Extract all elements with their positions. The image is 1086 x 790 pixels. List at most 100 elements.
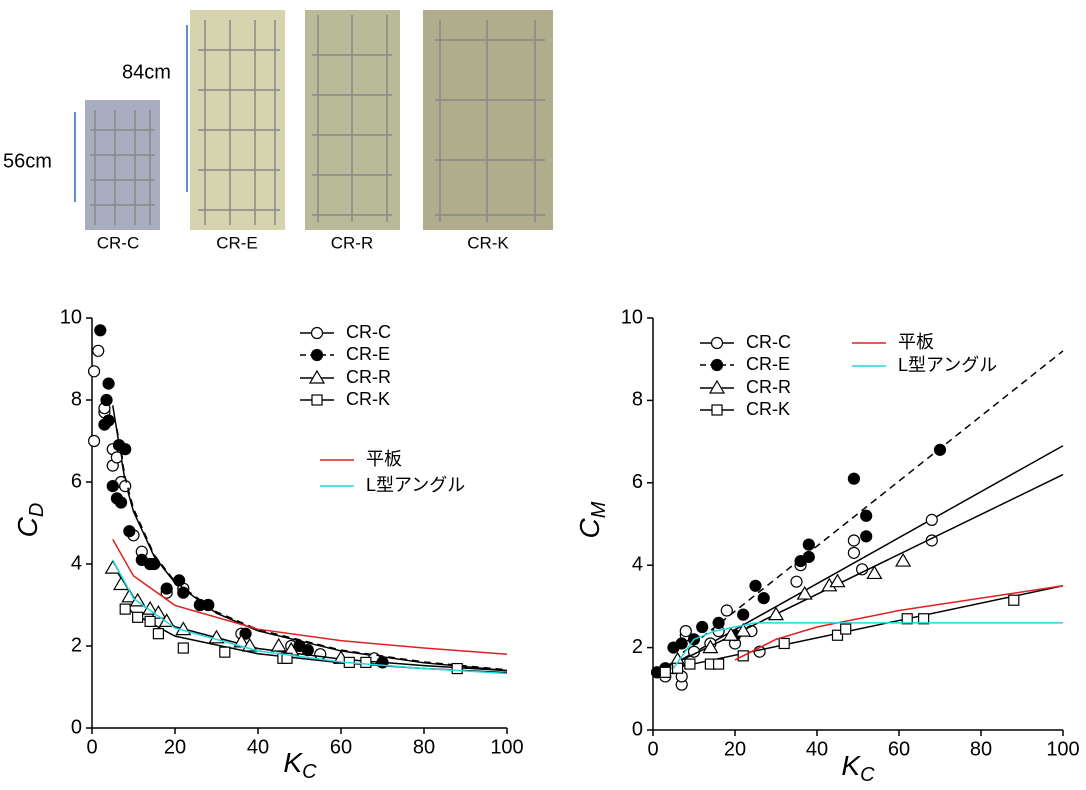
- y-label-main: C: [574, 517, 605, 538]
- marker: [840, 623, 852, 635]
- marker: [177, 642, 189, 654]
- marker: [202, 598, 215, 612]
- y-label-sub: M: [588, 501, 610, 518]
- x-tick-label: 20: [164, 736, 186, 758]
- x-label-sub: C: [860, 764, 875, 786]
- x-tick-label: 20: [724, 738, 746, 760]
- marker: [925, 513, 938, 526]
- marker: [767, 606, 785, 621]
- fit-line: [672, 622, 1063, 669]
- x-label-main: K: [841, 750, 861, 781]
- marker: [87, 434, 101, 448]
- marker: [684, 658, 696, 670]
- marker: [895, 552, 912, 567]
- photo-grid: [312, 15, 392, 222]
- marker: [702, 639, 719, 654]
- marker: [802, 550, 815, 564]
- marker: [92, 344, 105, 357]
- y-tick-label: 6: [632, 471, 643, 493]
- marker: [119, 443, 132, 456]
- legend-marker: [308, 369, 326, 384]
- x-tick-label: 0: [86, 736, 97, 758]
- fit-line: [116, 428, 508, 671]
- marker: [712, 616, 725, 629]
- marker: [712, 658, 725, 670]
- legend-marker: [710, 336, 724, 350]
- marker: [696, 620, 709, 634]
- marker: [219, 646, 231, 658]
- y-tick-label: 8: [632, 389, 643, 411]
- marker: [847, 546, 861, 559]
- legend-label: CR-C: [346, 322, 391, 342]
- y-tick-label: 2: [632, 636, 643, 658]
- marker: [451, 662, 463, 675]
- marker: [737, 608, 750, 621]
- x-tick-label: 40: [247, 736, 269, 758]
- x-label-sub: C: [302, 761, 317, 783]
- marker: [802, 538, 815, 551]
- marker: [659, 666, 671, 678]
- marker: [119, 603, 131, 615]
- marker: [148, 557, 161, 571]
- marker: [860, 509, 873, 522]
- marker: [102, 414, 115, 427]
- marker: [129, 592, 146, 607]
- marker: [102, 377, 115, 390]
- marker: [720, 604, 733, 617]
- legend-marker: [708, 379, 726, 394]
- y-axis-label: CD: [12, 503, 48, 538]
- marker: [757, 592, 770, 605]
- marker: [933, 443, 947, 456]
- legend-label: CR-E: [346, 344, 390, 364]
- photo: [85, 100, 160, 230]
- legend-marker: [711, 404, 723, 416]
- legend-label: 平板: [898, 332, 934, 352]
- marker: [829, 573, 846, 588]
- legend-label: CR-R: [746, 377, 791, 397]
- marker: [722, 627, 739, 641]
- marker: [735, 622, 752, 637]
- y-tick-label: 0: [632, 718, 643, 740]
- photos: CR-C CR-E CR-R CR-K 56cm 84cm: [3, 10, 553, 252]
- fit-line: [124, 604, 508, 674]
- legend-label: L型アングル: [898, 355, 997, 375]
- marker: [177, 586, 190, 599]
- x-tick-label: 80: [413, 736, 435, 758]
- marker: [160, 582, 173, 595]
- marker: [778, 637, 790, 650]
- photo-grid: [198, 20, 280, 225]
- marker: [113, 576, 130, 591]
- fit-line: [673, 350, 1064, 661]
- x-axis-label: KC: [283, 747, 317, 783]
- y-tick-label: 2: [71, 634, 82, 656]
- marker: [123, 525, 136, 538]
- y-tick-label: 0: [71, 716, 82, 738]
- marker: [104, 559, 121, 574]
- marker: [866, 565, 883, 580]
- marker: [114, 496, 128, 509]
- marker: [675, 637, 688, 650]
- fit-line: [112, 559, 508, 675]
- marker: [847, 472, 861, 485]
- marker: [106, 480, 119, 493]
- legend-label: CR-R: [346, 367, 391, 387]
- y-label-sub: D: [26, 503, 48, 517]
- legend-label: CR-K: [346, 389, 390, 409]
- dimension-label: 56cm: [3, 150, 52, 172]
- x-tick-label: 40: [806, 738, 828, 760]
- x-tick-label: 60: [330, 736, 352, 758]
- marker: [917, 613, 930, 625]
- photo-label: CR-R: [331, 233, 374, 252]
- marker: [831, 629, 844, 641]
- marker: [1008, 594, 1020, 606]
- marker: [679, 625, 692, 638]
- marker: [796, 585, 813, 600]
- marker: [855, 563, 869, 576]
- fit-line: [112, 539, 508, 655]
- fit-line: [673, 445, 1064, 665]
- legend-label: CR-C: [746, 332, 791, 352]
- marker: [87, 365, 101, 378]
- x-tick-label: 100: [490, 736, 523, 758]
- x-label-main: K: [283, 747, 303, 778]
- marker: [173, 574, 186, 587]
